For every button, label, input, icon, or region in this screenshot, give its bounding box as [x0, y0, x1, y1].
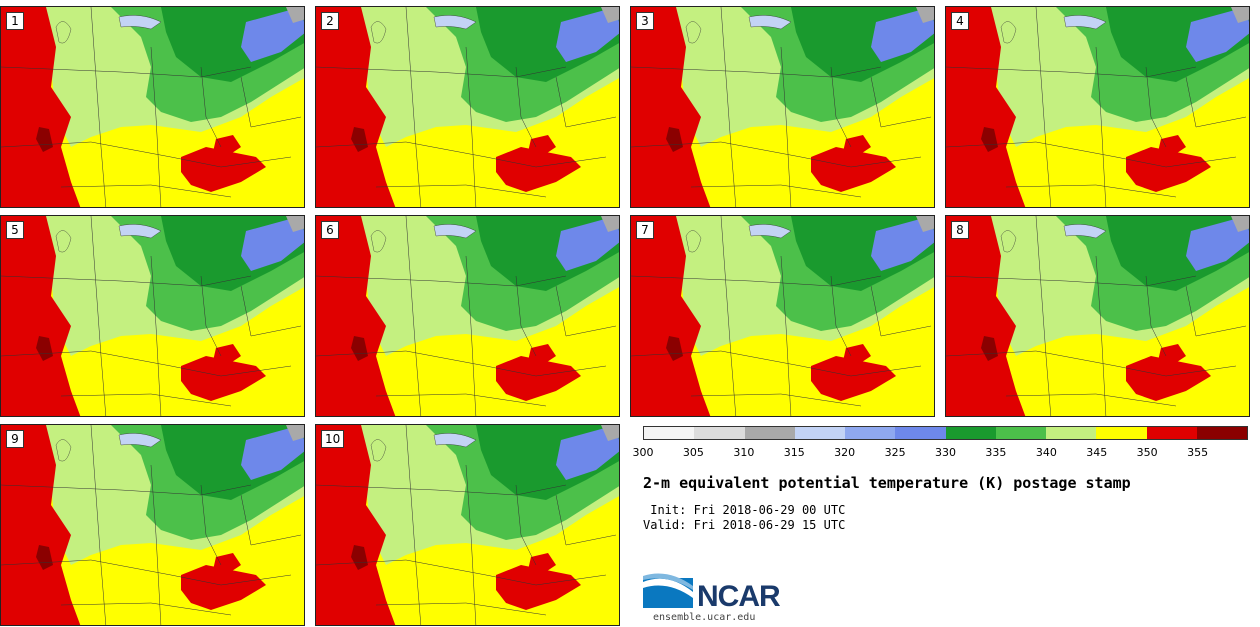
- ensemble-member-map: 5: [0, 215, 305, 417]
- colorbar-bin: [794, 427, 845, 439]
- colorbar-bin: [694, 427, 745, 439]
- colorbar-tick-label: 305: [682, 446, 704, 459]
- colorbar-tick-label: 330: [935, 446, 956, 459]
- colorbar-tick-label: 325: [884, 446, 906, 459]
- colorbar-tick-label: 340: [1035, 446, 1057, 459]
- init-time: Init: Fri 2018-06-29 00 UTC: [643, 503, 846, 517]
- ensemble-member-map: 2: [315, 6, 620, 208]
- ensemble-member-map: 8: [945, 215, 1250, 417]
- member-number-label: 8: [951, 221, 969, 239]
- figure-title: 2-m equivalent potential temperature (K)…: [643, 474, 1131, 492]
- colorbar-tick-label: 320: [834, 446, 856, 459]
- member-number-label: 6: [321, 221, 339, 239]
- colorbar-bin: [895, 427, 946, 439]
- colorbar-bin: [644, 427, 695, 439]
- colorbar-bin: [945, 427, 996, 439]
- colorbar-tick-label: 335: [985, 446, 1007, 459]
- ensemble-member-map: 7: [630, 215, 935, 417]
- colorbar-ticks: 300 305 310 315 320 325 330 335 340 345 350 355: [633, 446, 1248, 460]
- member-number-label: 3: [636, 12, 654, 30]
- ensemble-member-map: 3: [630, 6, 935, 208]
- member-number-label: 4: [951, 12, 969, 30]
- colorbar-bin: [744, 427, 795, 439]
- colorbar-bin: [995, 427, 1046, 439]
- colorbar-bin: [1146, 427, 1197, 439]
- ensemble-member-map: 4: [945, 6, 1250, 208]
- member-number-label: 7: [636, 221, 654, 239]
- member-number-label: 9: [6, 430, 24, 448]
- member-number-label: 10: [321, 430, 345, 448]
- member-number-label: 5: [6, 221, 24, 239]
- ncar-logo-icon: [643, 573, 693, 608]
- colorbar-bin: [1196, 427, 1247, 439]
- colorbar: [643, 426, 1248, 440]
- colorbar-bin: [1096, 427, 1147, 439]
- member-number-label: 1: [6, 12, 24, 30]
- colorbar-tick-label: 300: [632, 446, 654, 459]
- colorbar-tick-label: 355: [1187, 446, 1209, 459]
- valid-time: Valid: Fri 2018-06-29 15 UTC: [643, 518, 846, 532]
- ensemble-member-map: 9: [0, 424, 305, 626]
- ensemble-member-map: 1: [0, 6, 305, 208]
- member-number-label: 2: [321, 12, 339, 30]
- colorbar-tick-label: 310: [733, 446, 755, 459]
- logo-url: ensemble.ucar.edu: [653, 612, 756, 623]
- colorbar-tick-label: 350: [1136, 446, 1158, 459]
- logo-wordmark: NCAR: [697, 580, 781, 613]
- colorbar-bin: [845, 427, 896, 439]
- ensemble-member-map: 6: [315, 215, 620, 417]
- colorbar-bin: [1046, 427, 1097, 439]
- colorbar-tick-label: 315: [783, 446, 805, 459]
- colorbar-tick-label: 345: [1086, 446, 1108, 459]
- ensemble-member-map: 10: [315, 424, 620, 626]
